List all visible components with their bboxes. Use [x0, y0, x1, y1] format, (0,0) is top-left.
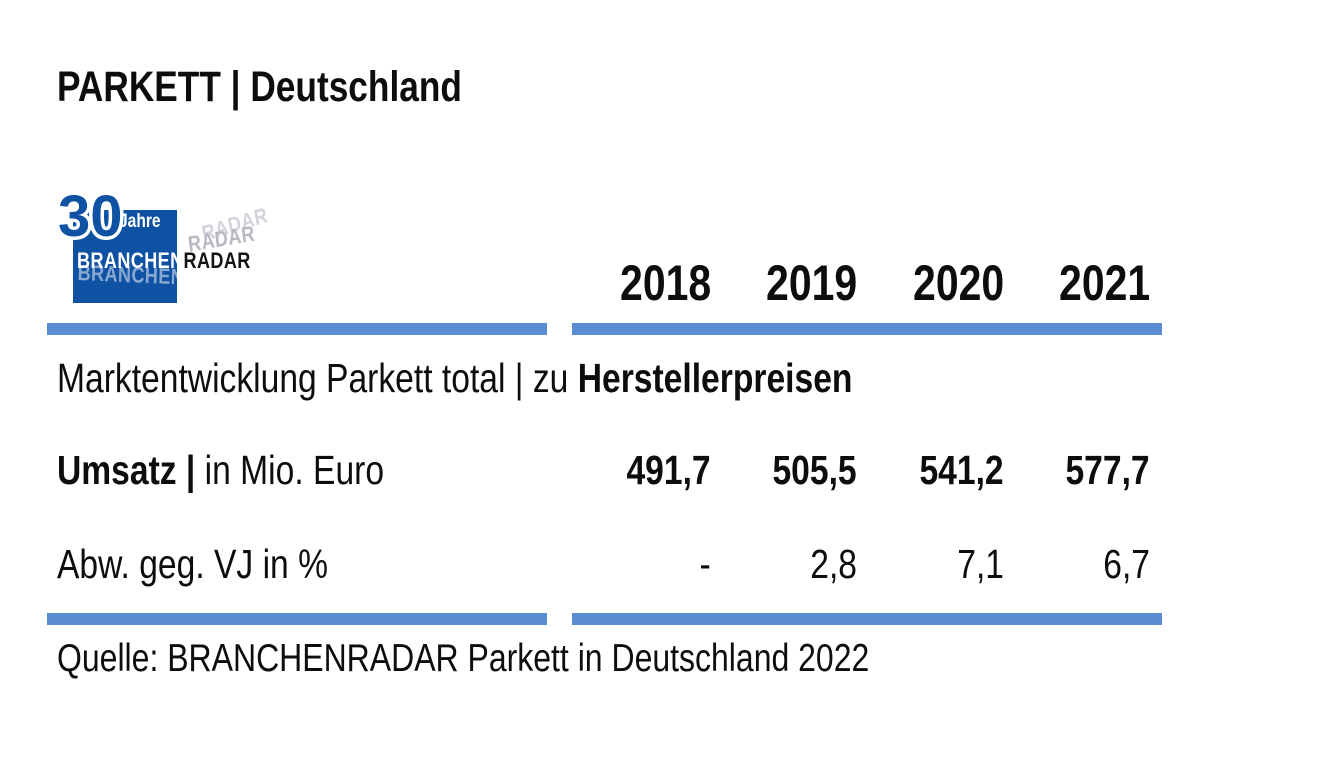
year-header-2019: 2019: [765, 255, 857, 311]
year-header-2020: 2020: [912, 255, 1004, 311]
logo-brand-white-part: BRANCHEN: [77, 248, 184, 273]
top-rule-left-segment: [47, 323, 547, 335]
table-section-title-bold: Herstellerpreisen: [577, 355, 853, 401]
bottom-rule-left-segment: [47, 613, 547, 625]
logo-anniversary-number: 30 30: [55, 184, 126, 249]
cell-umsatz-2019: 505,5: [772, 447, 857, 493]
cell-umsatz-2021: 577,7: [1065, 447, 1150, 493]
top-rule-right-segment: [572, 323, 1162, 335]
source-caption: Quelle: BRANCHENRADAR Parkett in Deutsch…: [57, 637, 870, 680]
cell-abweichung-2019: 2,8: [810, 541, 857, 587]
page-title: PARKETT | Deutschland: [57, 63, 462, 111]
row-label-abweichung: Abw. geg. VJ in %: [57, 544, 328, 585]
logo-brand-text: BRANCHENRADAR: [77, 250, 251, 272]
row-label-umsatz: Umsatz | in Mio. Euro: [57, 450, 384, 491]
cell-abweichung-2020: 7,1: [957, 541, 1004, 587]
cell-abweichung-2021: 6,7: [1103, 541, 1150, 587]
bottom-rule-right-segment: [572, 613, 1162, 625]
cell-abweichung-2018: -: [699, 541, 711, 587]
logo-blue-square: [73, 210, 177, 303]
year-header-2021: 2021: [1058, 255, 1150, 311]
table-section-title-regular: Marktentwicklung Parkett total | zu: [57, 355, 578, 401]
cell-umsatz-2018: 491,7: [626, 447, 711, 493]
row-label-umsatz-bold: Umsatz |: [57, 447, 205, 493]
logo-anniversary-number-outline: 30: [55, 184, 126, 249]
row-label-abweichung-regular: Abw. geg. VJ in %: [57, 541, 328, 587]
table-section-title: Marktentwicklung Parkett total | zu Hers…: [57, 358, 852, 399]
cell-umsatz-2020: 541,2: [919, 447, 1004, 493]
logo-anniversary-label: Jahre: [119, 211, 161, 232]
logo-brand-black-part: RADAR: [183, 248, 251, 273]
year-header-2018: 2018: [619, 255, 711, 311]
row-label-umsatz-regular: in Mio. Euro: [204, 447, 385, 493]
branchenradar-logo: RADAR RADAR BRANCHEN 30 30 Jahre BRANCHE…: [55, 184, 356, 318]
logo-anniversary-number-fill: 30: [58, 184, 123, 249]
